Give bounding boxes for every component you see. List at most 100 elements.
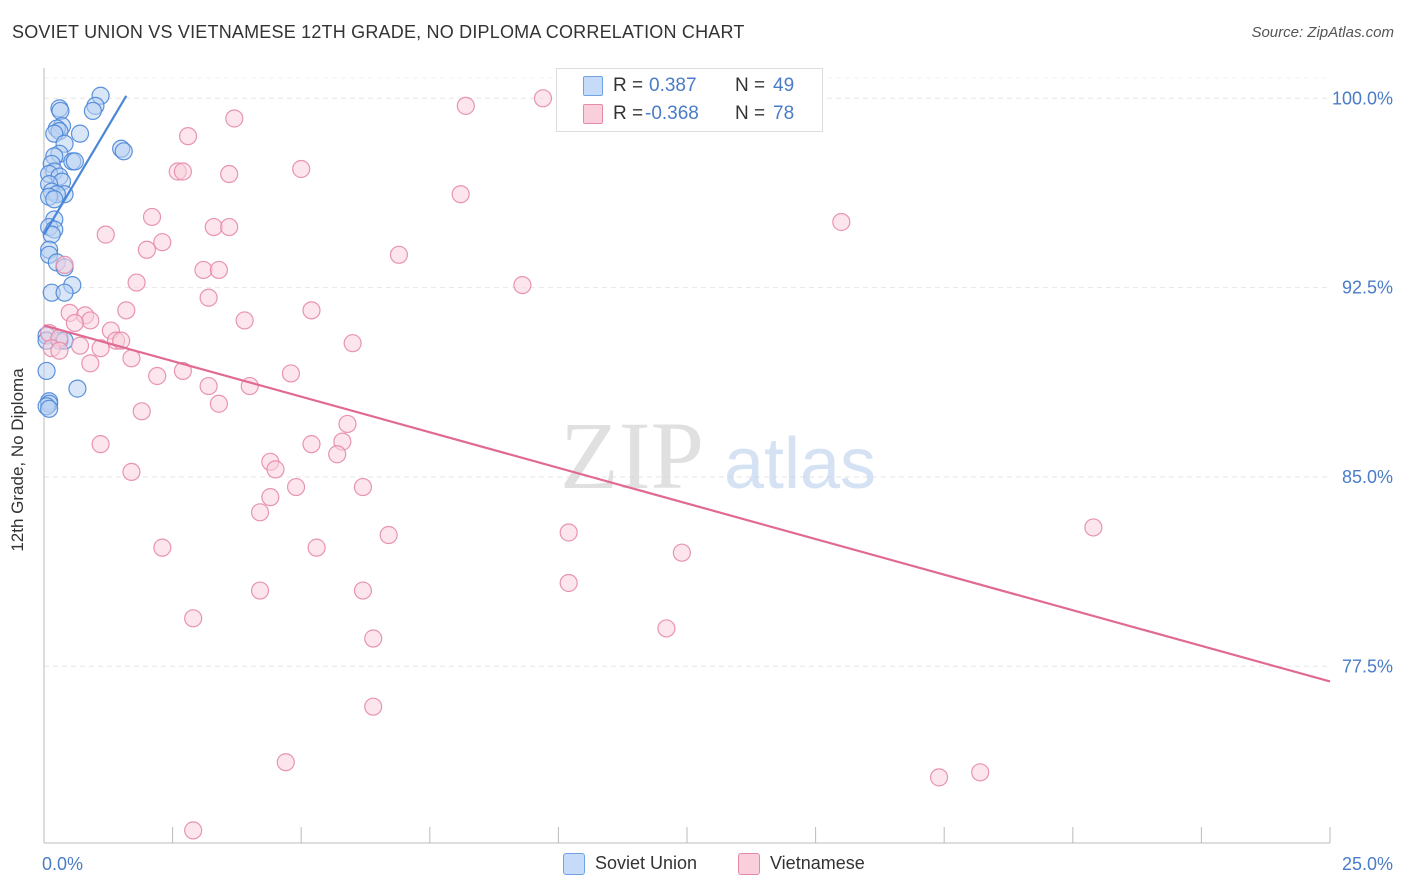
vietnamese-point	[184, 821, 203, 840]
legend-row-vietnamese: R = -0.368 N = 78	[557, 101, 822, 127]
soviet-union-point	[45, 190, 64, 209]
vietnamese-point	[672, 543, 691, 562]
x-tick-label: 0.0%	[42, 854, 83, 874]
vietnamese-point	[70, 336, 90, 355]
legend-swatch-soviet	[583, 76, 603, 96]
soviet-union-trend-line	[43, 95, 128, 236]
vietnamese-point	[178, 127, 198, 146]
vietnamese-point	[91, 435, 110, 454]
vietnamese-point	[96, 225, 115, 244]
soviet-union-point	[42, 225, 61, 244]
watermark: ZIP atlas	[560, 402, 876, 509]
vietnamese-point	[250, 503, 270, 522]
vietnamese-point	[286, 477, 306, 497]
vietnamese-point	[364, 629, 383, 648]
bottom-legend-swatch-soviet	[563, 853, 585, 875]
legend-swatch-vietnamese	[583, 104, 603, 124]
vietnamese-point	[379, 525, 398, 545]
soviet-union-point	[40, 399, 59, 418]
vietnamese-point	[199, 288, 218, 307]
vietnamese-point	[353, 581, 373, 600]
watermark-atlas: atlas	[724, 424, 876, 504]
vietnamese-point	[559, 523, 578, 542]
vietnamese-point	[513, 276, 532, 295]
vietnamese-point	[302, 435, 321, 454]
vietnamese-point	[281, 364, 301, 383]
vietnamese-point	[657, 619, 676, 638]
vietnamese-point	[148, 366, 167, 386]
soviet-union-point	[68, 379, 87, 398]
legend-n-value: 49	[773, 75, 795, 96]
vietnamese-point	[132, 402, 151, 421]
vietnamese-point	[173, 162, 192, 181]
y-tick-label: 77.5%	[1342, 656, 1393, 676]
vietnamese-point	[533, 89, 553, 108]
legend-n-label: N =	[735, 103, 766, 124]
vietnamese-point	[929, 768, 949, 787]
vietnamese-point	[81, 311, 100, 330]
legend-r-label: R =	[613, 75, 644, 96]
y-axis-label: 12th Grade, No Diploma	[8, 368, 27, 552]
vietnamese-point	[153, 233, 172, 252]
y-tick-labels: 100.0% 92.5% 85.0% 77.5%	[1332, 88, 1393, 676]
vietnamese-point	[343, 334, 362, 353]
vietnamese-point	[456, 96, 475, 115]
bottom-legend-soviet: Soviet Union	[563, 852, 723, 876]
bottom-legend-label-vietnamese: Vietnamese	[770, 853, 865, 873]
source-label: Source: ZipAtlas.com	[1251, 24, 1394, 41]
vietnamese-point	[153, 538, 172, 557]
vietnamese-point	[364, 697, 383, 716]
vietnamese-point	[971, 763, 990, 782]
soviet-union-point	[83, 101, 102, 121]
series-vietnamese-points	[40, 89, 1103, 840]
vietnamese-point	[81, 354, 100, 373]
vietnamese-point	[209, 394, 228, 413]
soviet-union-point	[114, 142, 133, 161]
vietnamese-point	[307, 538, 326, 557]
x-tick-labels: 0.0% 25.0%	[42, 854, 1393, 874]
vietnamese-point	[122, 462, 141, 482]
vietnamese-point	[338, 414, 357, 434]
vietnamese-point	[559, 573, 578, 593]
vietnamese-point	[250, 581, 270, 600]
legend-row-soviet: R = 0.387 N = 49	[557, 73, 822, 99]
vietnamese-point	[328, 445, 347, 464]
vietnamese-point	[117, 301, 136, 320]
vietnamese-point	[137, 240, 156, 259]
watermark-zip: ZIP	[560, 402, 704, 509]
vietnamese-point	[832, 212, 851, 232]
legend-r-value: -0.368	[645, 103, 699, 124]
vietnamese-point	[1084, 518, 1103, 537]
gridlines	[44, 77, 1330, 667]
vietnamese-point	[353, 477, 373, 497]
vietnamese-point	[225, 109, 244, 128]
soviet-union-point	[65, 152, 84, 171]
vietnamese-point	[65, 313, 84, 333]
vietnamese-trend-line	[43, 324, 1331, 683]
bottom-legend-label-soviet: Soviet Union	[595, 853, 698, 873]
legend-r-label: R =	[613, 103, 644, 124]
bottom-legend-swatch-vietnamese	[738, 853, 760, 875]
soviet-union-point	[70, 124, 90, 143]
vietnamese-point	[204, 217, 223, 237]
soviet-union-point	[55, 283, 74, 302]
legend-r-value: 0.387	[649, 75, 697, 96]
vietnamese-point	[142, 207, 162, 227]
vietnamese-point	[220, 217, 239, 237]
vietnamese-point	[55, 255, 74, 275]
vietnamese-point	[199, 376, 218, 396]
vietnamese-point	[261, 488, 280, 507]
y-tick-label: 92.5%	[1342, 278, 1393, 298]
vietnamese-point	[292, 159, 311, 179]
vietnamese-point	[220, 164, 239, 184]
vietnamese-point	[235, 311, 254, 330]
vietnamese-point	[50, 341, 69, 360]
vietnamese-point	[276, 753, 295, 772]
soviet-union-point	[37, 361, 56, 381]
vietnamese-point	[91, 339, 110, 358]
vietnamese-point	[266, 460, 285, 479]
vietnamese-point	[184, 609, 203, 628]
vietnamese-point	[194, 260, 213, 280]
vietnamese-point	[451, 185, 470, 204]
